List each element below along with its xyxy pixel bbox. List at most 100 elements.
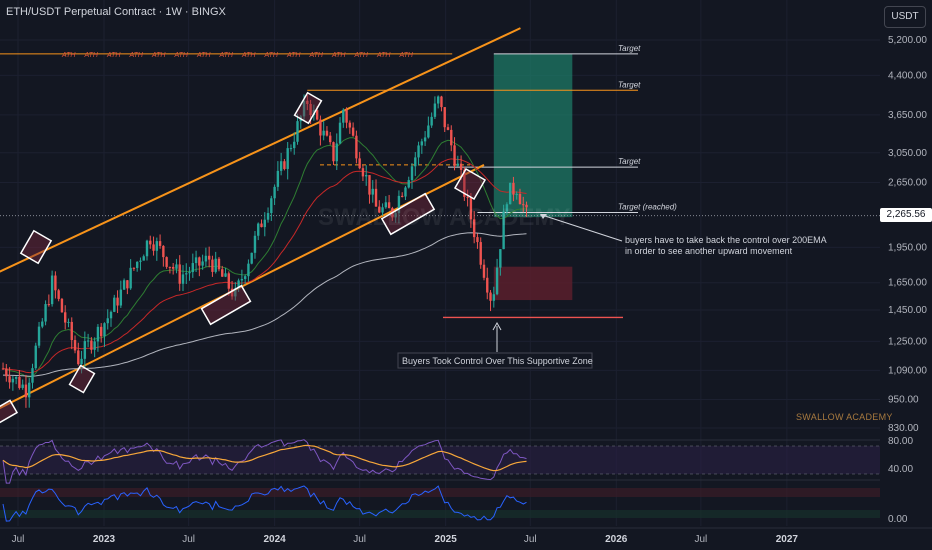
- ath-label: ATH: [241, 52, 256, 59]
- candle-body: [77, 350, 80, 365]
- candle-body: [60, 298, 64, 313]
- y-tick-label: 1,250.00: [888, 336, 927, 347]
- candle-body: [86, 340, 90, 342]
- candle-body: [361, 168, 365, 177]
- candle-body: [335, 143, 338, 162]
- candle-body: [351, 127, 355, 136]
- candle-body: [332, 142, 335, 162]
- candle-body: [440, 96, 443, 108]
- currency-button[interactable]: USDT: [884, 6, 926, 28]
- annotation-arrow-head: [540, 214, 547, 219]
- candle-body: [139, 260, 142, 262]
- ath-label: ATH: [286, 52, 301, 59]
- candle-body: [96, 326, 100, 342]
- target-label: Target: [618, 44, 641, 53]
- candle-body: [338, 122, 342, 144]
- candle-body: [211, 259, 214, 272]
- candle-body: [201, 261, 204, 266]
- y-tick-label: 1,950.00: [888, 242, 927, 253]
- candle-body: [436, 96, 440, 104]
- candle-body: [57, 290, 60, 299]
- candle-body: [171, 266, 175, 269]
- candle-body: [175, 264, 178, 269]
- candle-body: [306, 100, 309, 104]
- candle-body: [207, 255, 211, 260]
- x-tick-label: Jul: [12, 534, 25, 545]
- touch-box: [200, 284, 252, 326]
- candle-body: [276, 170, 280, 187]
- candle-body: [450, 129, 453, 146]
- target-label: Target (reached): [618, 202, 677, 211]
- candle-body: [420, 141, 424, 146]
- indicator-panes: [0, 439, 880, 522]
- ath-label: ATH: [129, 52, 144, 59]
- osc-lower-band: [0, 510, 880, 518]
- candle-body: [119, 289, 123, 306]
- candle-body: [342, 109, 345, 123]
- ath-label: ATH: [309, 52, 324, 59]
- ema-20: [2, 137, 527, 378]
- candle-body: [443, 107, 446, 128]
- ath-label: ATH: [151, 52, 166, 59]
- candle-body: [64, 312, 67, 323]
- candle-body: [181, 274, 185, 284]
- candle-body: [430, 116, 433, 126]
- candle-body: [8, 376, 11, 383]
- candle-body: [407, 180, 410, 188]
- candle-body: [93, 341, 96, 350]
- candle-body: [152, 244, 155, 251]
- candle-body: [329, 135, 332, 143]
- candle-body: [348, 122, 352, 128]
- ath-label: ATH: [84, 52, 99, 59]
- candle-body: [495, 267, 499, 295]
- last-price-tag: 2,265.56: [880, 208, 932, 222]
- ath-label: ATH: [196, 52, 211, 59]
- candle-body: [273, 186, 276, 199]
- candle-body: [90, 340, 93, 350]
- touch-boxes: [0, 91, 487, 425]
- rsi-line: [2, 439, 527, 484]
- candle-body: [106, 318, 109, 324]
- candle-body: [433, 103, 437, 117]
- candle-body: [83, 341, 87, 359]
- oscillator-line: [2, 485, 527, 522]
- candle-body: [325, 130, 329, 136]
- candle-body: [116, 297, 119, 306]
- candle-body: [322, 130, 325, 136]
- candle-body: [99, 326, 103, 337]
- y-tick-label: 830.00: [888, 423, 919, 434]
- candle-body: [224, 273, 227, 277]
- osc-upper-band: [0, 488, 880, 497]
- rsi-tick-label: 40.00: [888, 464, 913, 475]
- x-tick-label: 2026: [605, 534, 628, 545]
- candle-body: [289, 148, 293, 150]
- touch-box: [453, 167, 487, 201]
- y-tick-label: 1,090.00: [888, 365, 927, 376]
- candle-body: [387, 202, 391, 209]
- candle-body: [482, 264, 486, 278]
- touch-box: [19, 229, 53, 265]
- target-zone: [493, 53, 573, 218]
- candle-body: [191, 263, 195, 273]
- candle-body: [394, 213, 397, 218]
- candle-body: [381, 207, 384, 213]
- annotation-line-2: in order to see another upward movement: [625, 246, 793, 256]
- candle-body: [263, 219, 266, 228]
- candle-body: [489, 292, 492, 301]
- candle-body: [37, 326, 41, 346]
- candle-body: [18, 376, 21, 388]
- candle-body: [270, 198, 273, 214]
- y-tick-label: 5,200.00: [888, 35, 927, 46]
- chart-title: ETH/USDT Perpetual Contract · 1W · BINGX: [6, 6, 226, 18]
- ath-label: ATH: [61, 52, 76, 59]
- price-axis-bg: [880, 0, 932, 550]
- candle-body: [469, 197, 473, 220]
- candle-body: [499, 249, 502, 268]
- y-tick-label: 1,650.00: [888, 278, 927, 289]
- watermark-text: SWALLOW ACADEMY: [318, 204, 570, 231]
- y-tick-label: 3,050.00: [888, 148, 927, 159]
- candle-body: [67, 321, 70, 323]
- touch-box: [380, 192, 436, 236]
- candle-body: [126, 280, 129, 289]
